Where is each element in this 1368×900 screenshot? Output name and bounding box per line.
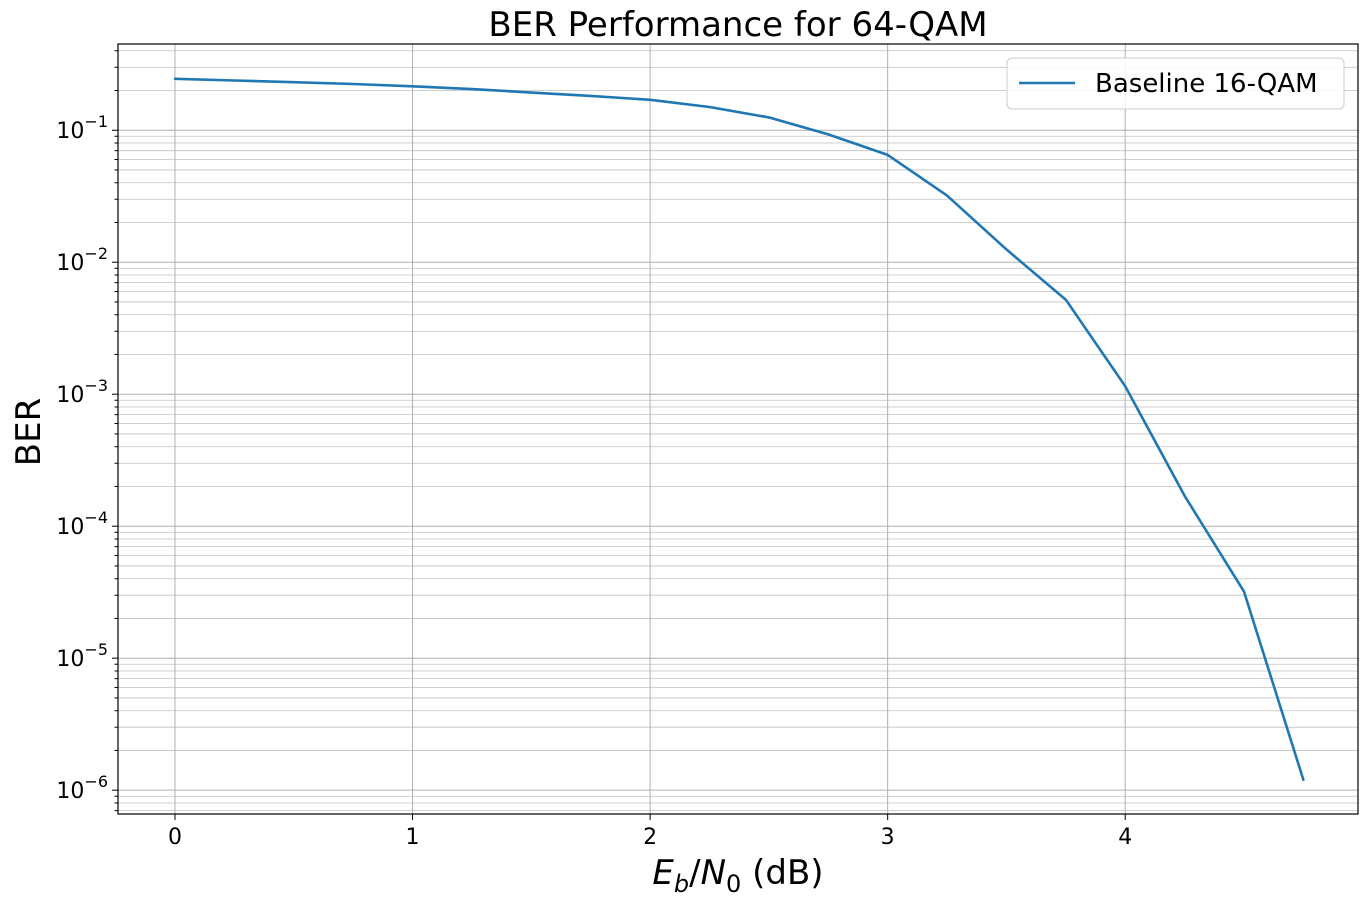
x-label-n: N (701, 853, 726, 893)
y-tick-base: 10 (56, 515, 84, 540)
series-line-baseline-16qam (173, 77, 1305, 782)
y-tick-exponent: −4 (84, 508, 108, 527)
series-layer (173, 77, 1305, 782)
y-tick-exponent: −5 (84, 640, 108, 659)
y-tick-base: 10 (56, 779, 84, 804)
y-tick-base: 10 (56, 383, 84, 408)
y-tick-label: 10−6 (56, 772, 108, 804)
legend-label: Baseline 16-QAM (1095, 69, 1318, 99)
y-tick-exponent: −1 (84, 112, 108, 131)
x-tick-label: 4 (1118, 825, 1132, 850)
y-tick-base: 10 (56, 647, 84, 672)
y-tick-exponent: −3 (84, 376, 108, 395)
legend-box (1006, 57, 1345, 110)
y-tick-label: 10−1 (56, 112, 108, 144)
y-tick-label: 10−5 (56, 640, 108, 672)
grid (118, 44, 1358, 814)
ticks: 0 1 2 3 410−110−210−310−410−510−6 (56, 50, 1132, 850)
x-label-b: b (674, 870, 689, 898)
y-tick-base: 10 (56, 251, 84, 276)
x-label-unit: (dB) (741, 853, 823, 893)
y-axis-label: BER (9, 398, 49, 466)
x-tick-label: 0 (168, 825, 182, 850)
chart-title: BER Performance for 64-QAM (488, 5, 987, 45)
y-tick-base: 10 (56, 119, 84, 144)
x-label-zero: 0 (726, 870, 741, 898)
y-tick-label: 10−2 (56, 244, 108, 276)
y-tick-exponent: −6 (84, 772, 108, 791)
x-tick-label: 2 (643, 825, 657, 850)
y-tick-exponent: −2 (84, 244, 108, 263)
x-tick-label: 1 (406, 825, 420, 850)
x-tick-label: 3 (881, 825, 895, 850)
legend: Baseline 16-QAM (1006, 57, 1345, 110)
x-axis-label: Eb/N0 (dB) (652, 853, 823, 898)
y-tick-label: 10−4 (56, 508, 108, 540)
x-label-e: E (652, 853, 674, 893)
y-tick-label: 10−3 (56, 376, 108, 408)
x-label-slash: / (689, 853, 701, 893)
plot-frame (117, 43, 1359, 815)
